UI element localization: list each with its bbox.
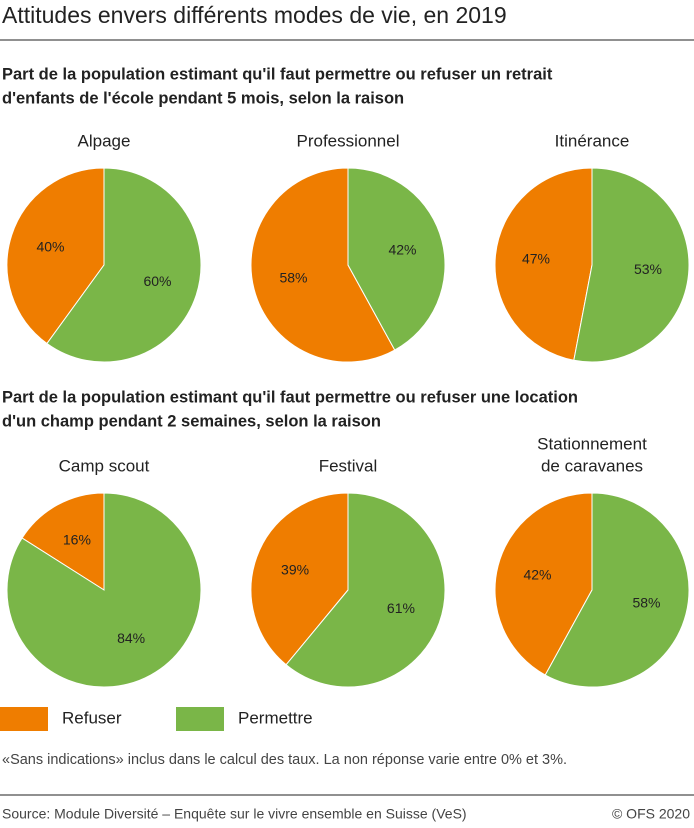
legend-swatch xyxy=(0,707,48,731)
pie-slice xyxy=(494,492,593,676)
pie-title: Stationnement xyxy=(537,434,647,453)
pie-slice xyxy=(544,492,690,688)
pie-title: Camp scout xyxy=(59,456,150,475)
data-label: 47% xyxy=(522,250,550,266)
legend-label: Permettre xyxy=(238,708,313,727)
pie-slice xyxy=(46,167,202,363)
data-label: 60% xyxy=(143,273,171,289)
pie-title: de caravanes xyxy=(541,456,643,475)
data-label: 53% xyxy=(634,261,662,277)
pie-slice xyxy=(347,167,446,351)
data-label: 58% xyxy=(279,270,307,286)
section-subtitle: Part de la population estimant qu'il fau… xyxy=(2,65,553,83)
data-label: 58% xyxy=(632,595,660,611)
pie-slice xyxy=(21,492,105,591)
data-label: 84% xyxy=(117,630,145,646)
pie-slice xyxy=(250,167,396,363)
pie-slice xyxy=(494,167,593,361)
pie-slice xyxy=(285,492,446,688)
source: Source: Module Diversité – Enquête sur l… xyxy=(2,806,467,822)
pie-title: Festival xyxy=(319,456,378,475)
pie-slice xyxy=(6,167,105,345)
data-label: 42% xyxy=(523,567,551,583)
data-label: 16% xyxy=(63,531,91,547)
legend-label: Refuser xyxy=(62,708,122,727)
pie-slice xyxy=(573,167,690,363)
legend-swatch xyxy=(176,707,224,731)
data-label: 42% xyxy=(388,242,416,258)
note: «Sans indications» inclus dans le calcul… xyxy=(2,752,567,768)
pie-title: Alpage xyxy=(78,131,131,150)
pie-title: Itinérance xyxy=(555,131,630,150)
copyright: © OFS 2020 xyxy=(612,806,690,822)
pie-slice xyxy=(250,492,349,666)
section-subtitle: d'enfants de l'école pendant 5 mois, sel… xyxy=(2,89,404,107)
pie-title: Professionnel xyxy=(296,131,399,150)
data-label: 40% xyxy=(36,238,64,254)
data-label: 61% xyxy=(387,600,415,616)
section-subtitle: Part de la population estimant qu'il fau… xyxy=(2,388,578,406)
pie-slice xyxy=(6,492,202,688)
data-label: 39% xyxy=(281,562,309,578)
section-subtitle: d'un champ pendant 2 semaines, selon la … xyxy=(2,412,381,430)
page-title: Attitudes envers différents modes de vie… xyxy=(2,2,507,28)
